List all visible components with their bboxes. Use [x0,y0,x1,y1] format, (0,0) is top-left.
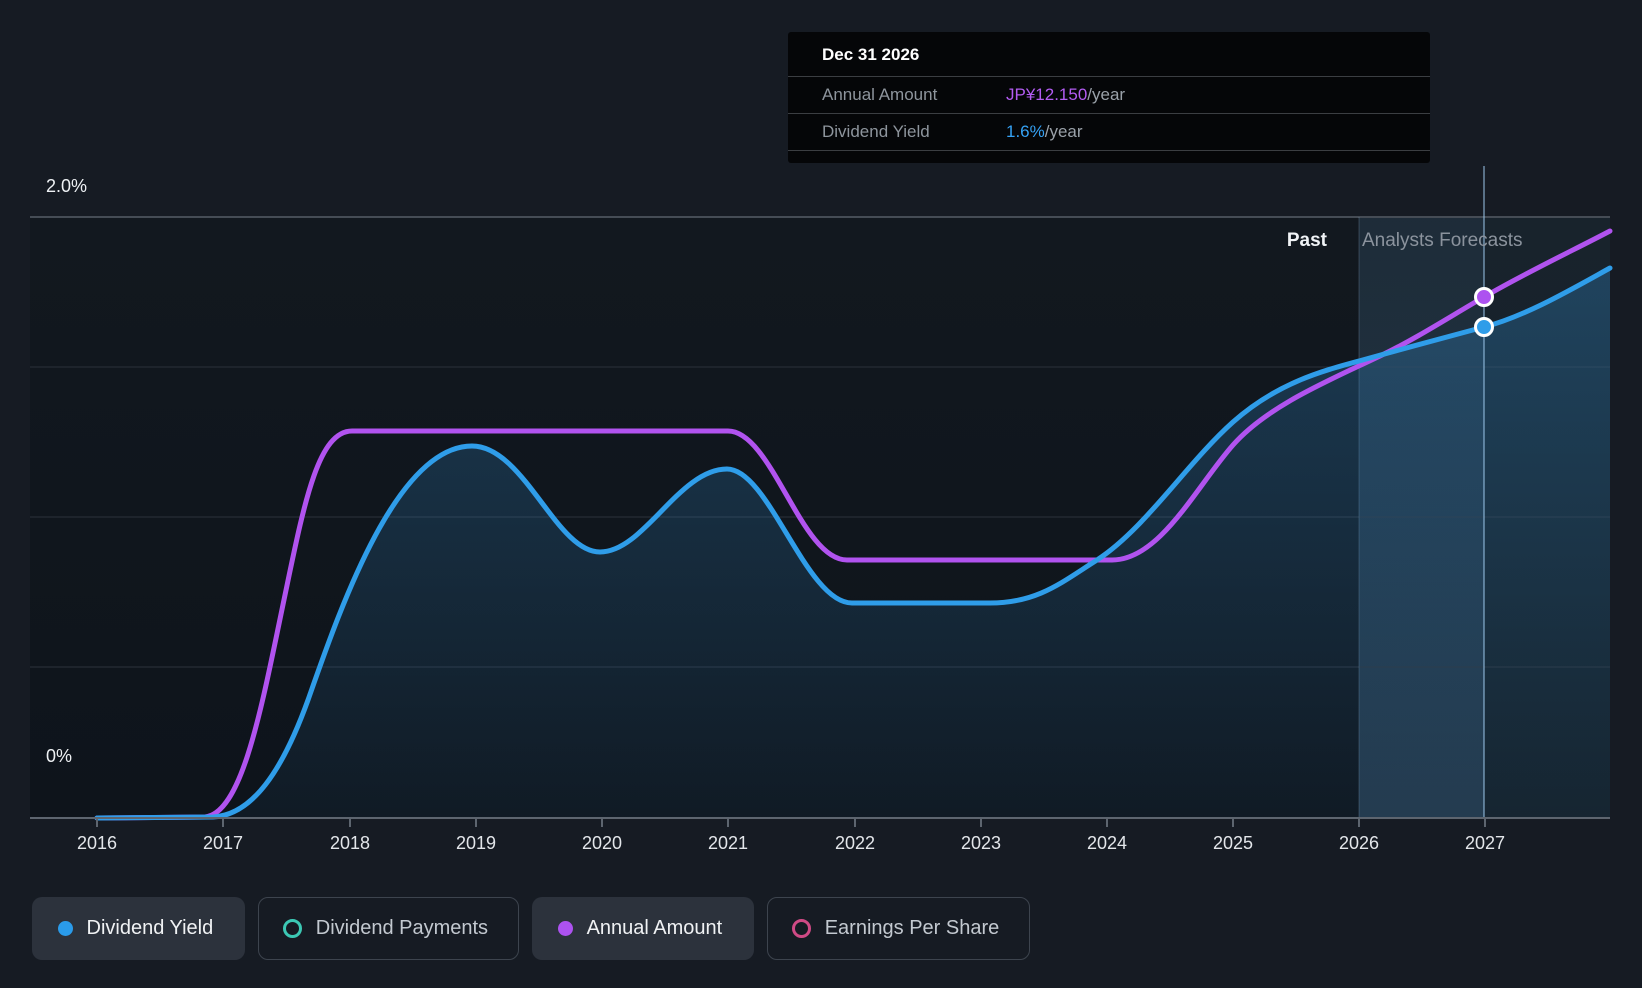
tooltip-date: Dec 31 2026 [822,45,920,64]
tooltip-suffix: /year [1087,85,1126,104]
legend-label: Annual Amount [586,917,723,939]
dividend-yield-area [97,268,1610,818]
dividend-yield-dot-icon [57,921,73,936]
legend-label: Dividend Payments [315,917,489,939]
y-axis-label-zero: 0% [46,746,73,766]
tooltip-row-dividend-yield: Dividend Yield 1.6%/year [788,114,1430,150]
tooltip-row-annual-amount: Annual Amount JP¥12.150/year [788,77,1430,113]
x-axis-label-2019: 2019 [455,833,497,853]
dividend-payments-ring-icon [282,919,302,938]
tooltip-divider [788,113,1430,114]
annual-amount-line[interactable] [94,228,1613,821]
x-axis-label-2024: 2024 [1086,833,1128,853]
x-axis-label-2021: 2021 [707,833,749,853]
x-axis-label-2020: 2020 [581,833,623,853]
x-axis-label-2027: 2027 [1464,833,1506,853]
x-axis-label-2016: 2016 [76,833,118,853]
x-axis-label-2022: 2022 [834,833,876,853]
legend-button-earnings-per-share[interactable]: Earnings Per Share [766,897,1031,960]
dividend-yield-line[interactable] [94,265,1613,821]
tooltip-label: Dividend Yield [822,122,930,141]
tooltip-suffix: /year [1044,122,1083,141]
past-label: Past [1286,230,1327,251]
tooltip-divider [788,150,1430,151]
x-axis-label-2017: 2017 [202,833,244,853]
legend-button-annual-amount[interactable]: Annual Amount [532,897,754,960]
tooltip: Dec 31 2026 Annual Amount JP¥12.150/year… [788,32,1430,163]
legend-button-dividend-yield[interactable]: Dividend Yield [32,897,245,960]
x-axis-ticks [96,818,1486,827]
tooltip-label: Annual Amount [822,85,938,104]
y-axis-label-top: 2.0% [46,176,88,196]
annual-amount-dot-icon [557,921,573,936]
tooltip-annual-amount-value: JP¥12.150 [1006,85,1088,104]
legend-label: Dividend Yield [86,917,214,939]
dividend-yield-marker[interactable] [1474,317,1494,337]
tooltip-dividend-yield-value: 1.6% [1006,122,1045,141]
legend: Dividend Yield Dividend Payments Annual … [32,897,1031,960]
x-axis-label-2025: 2025 [1212,833,1254,853]
tooltip-divider [788,76,1430,77]
x-axis-label-2018: 2018 [329,833,371,853]
earnings-per-share-ring-icon [791,919,811,938]
annual-amount-marker[interactable] [1474,287,1494,307]
legend-button-dividend-payments[interactable]: Dividend Payments [257,897,520,960]
x-axis-label-2026: 2026 [1338,833,1380,853]
x-axis-label-2023: 2023 [960,833,1002,853]
analysts-forecasts-label: Analysts Forecasts [1362,230,1523,251]
legend-label: Earnings Per Share [824,917,1000,939]
